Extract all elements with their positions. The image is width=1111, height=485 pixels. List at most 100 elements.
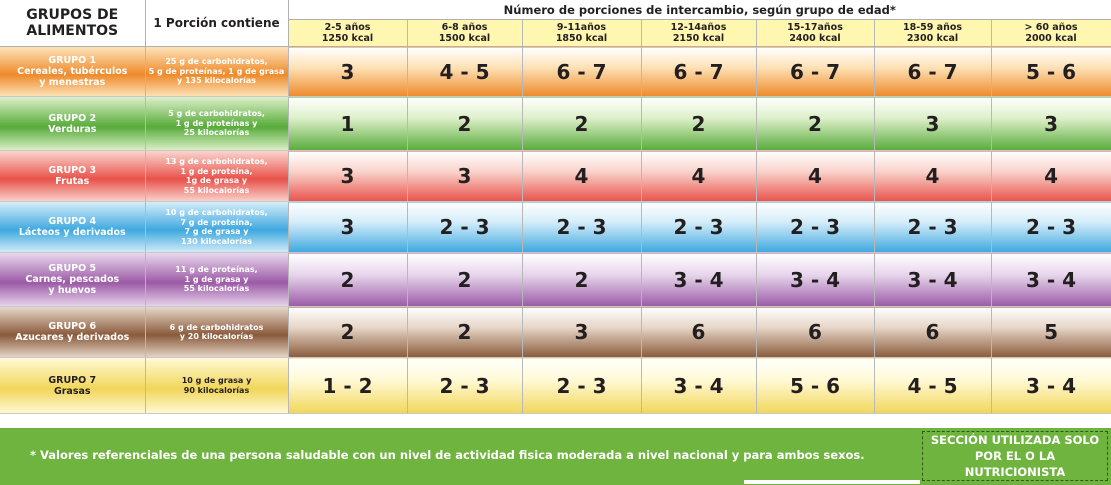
portion-cell: 25 g de carbohidratos, 5 g de proteínas, … [145, 46, 289, 97]
group-row: GRUPO 6 Azucares y derivados 6 g de carboh… [0, 306, 1111, 358]
servings-cell: 2 [522, 96, 642, 151]
servings-cell: 3 - 4 [641, 252, 757, 307]
group-name-cell: GRUPO 6 Azucares y derivados [0, 306, 146, 358]
servings-cell: 6 [641, 306, 757, 358]
servings-cell: 1 - 2 [288, 357, 408, 414]
group-name-cell: GRUPO 1 Cereales, tubérculos y menestras [0, 46, 146, 97]
servings-cell: 2 [407, 252, 523, 307]
group-name-cell: GRUPO 4 Lácteos y derivados [0, 201, 146, 253]
age-kcal: 2300 kcal [906, 33, 959, 44]
portion-cell: 10 g de grasa y 90 kilocalorías [145, 357, 289, 414]
footnote: * Valores referenciales de una persona s… [30, 448, 865, 462]
group-name-line: Verduras [48, 123, 97, 135]
group-name-line: Lácteos y derivados [18, 227, 126, 238]
portion-line: 1 g de proteínas y [175, 118, 258, 128]
age-header-cell: 9-11años 1850 kcal [522, 19, 642, 47]
portion-line: y 20 kilocalorías [179, 332, 254, 341]
servings-cell: 5 - 6 [991, 46, 1111, 97]
age-range: 6-8 años [441, 22, 488, 33]
servings-cell: 5 - 6 [756, 357, 875, 414]
group-name-line: Cereales, tubérculos [17, 66, 128, 77]
servings-cell: 2 - 3 [407, 357, 523, 414]
group-name-line: Carnes, pescados [25, 274, 120, 285]
group-name-cell: GRUPO 5 Carnes, pescados y huevos [0, 252, 146, 307]
portion-line: 1 g de grasa y [184, 274, 249, 284]
servings-cell: 2 [756, 96, 875, 151]
servings-cell: 4 [991, 150, 1111, 202]
servings-cell: 6 - 7 [756, 46, 875, 97]
group-title: GRUPO 1 [48, 55, 97, 66]
group-row: GRUPO 3 Frutas 13 g de carbohidratos, 1 g d… [0, 150, 1111, 202]
servings-cell: 3 - 4 [641, 357, 757, 414]
portion-cell: 13 g de carbohidratos, 1 g de proteína, 1g… [145, 150, 289, 202]
servings-cell: 3 [288, 46, 408, 97]
group-row: GRUPO 7 Grasas 10 g de grasa y 90 kilocalor… [0, 357, 1111, 414]
age-range: 12-14años [670, 22, 727, 33]
group-name-line: y menestras [39, 77, 106, 88]
age-range: > 60 años [1024, 22, 1078, 33]
servings-cell: 6 [874, 306, 992, 358]
groups-header: GRUPOS DE ALIMENTOS [0, 0, 146, 47]
servings-cell: 1 [288, 96, 408, 151]
servings-cell: 6 - 7 [522, 46, 642, 97]
groups-header-line2: ALIMENTOS [26, 23, 119, 39]
nutritionist-line1: SECCIÓN UTILIZADA SOLO [930, 433, 1100, 447]
group-title: GRUPO 7 [48, 374, 97, 386]
portion-line: 11 g de proteínas, [175, 265, 258, 275]
footer-bar [0, 428, 1111, 485]
age-header-cell: 6-8 años 1500 kcal [407, 19, 523, 47]
servings-cell: 4 - 5 [874, 357, 992, 414]
age-kcal: 2400 kcal [789, 33, 841, 44]
portion-cell: 6 g de carbohidratos y 20 kilocalorías [145, 306, 289, 358]
portion-line: 55 kilocalorías [183, 185, 250, 195]
servings-table: GRUPOS DE ALIMENTOS 1 Porción contiene N… [0, 0, 1111, 414]
age-header-cell: > 60 años 2000 kcal [991, 19, 1111, 47]
age-range: 18-59 años [902, 22, 963, 33]
servings-cell: 2 - 3 [874, 201, 992, 253]
portion-cell: 11 g de proteínas, 1 g de grasa y 55 kiloc… [145, 252, 289, 307]
footer-strip [744, 480, 920, 484]
group-title: GRUPO 4 [48, 216, 97, 227]
group-name-line: Grasas [53, 385, 91, 397]
servings-cell: 2 - 3 [407, 201, 523, 253]
portion-line: 5 g de carbohidratos, [168, 109, 265, 119]
servings-cell: 3 - 4 [874, 252, 992, 307]
servings-cell: 3 [874, 96, 992, 151]
group-name-cell: GRUPO 2 Verduras [0, 96, 146, 151]
servings-cell: 2 - 3 [756, 201, 875, 253]
servings-cell: 4 [756, 150, 875, 202]
servings-cell: 4 [641, 150, 757, 202]
servings-cell: 2 [407, 306, 523, 358]
servings-cell: 2 - 3 [522, 357, 642, 414]
portion-line: 1 g de proteína, [180, 166, 253, 176]
group-row: GRUPO 2 Verduras 5 g de carbohidratos, 1 g … [0, 96, 1111, 151]
portion-line: 5 g de proteínas, 1 g de grasa [148, 66, 285, 76]
age-kcal: 2000 kcal [1025, 33, 1077, 44]
portion-line: 10 g de carbohidratos, [165, 208, 268, 217]
servings-cell: 6 [756, 306, 875, 358]
servings-cell: 5 [991, 306, 1111, 358]
servings-cell: 3 [288, 201, 408, 253]
portion-line: 6 g de carbohidratos [169, 322, 264, 332]
portion-header: 1 Porción contiene [145, 0, 289, 47]
age-kcal: 1250 kcal [321, 33, 374, 44]
groups-header-line1: GRUPOS DE [26, 7, 119, 23]
servings-cell: 4 [522, 150, 642, 202]
age-range: 2-5 años [324, 22, 371, 33]
servings-cell: 6 - 7 [641, 46, 757, 97]
servings-cell: 2 - 3 [641, 201, 757, 253]
table-body: GRUPO 1 Cereales, tubérculos y menestras 25… [0, 46, 1111, 414]
portion-line: 7 g de grasa y [184, 227, 249, 236]
servings-cell: 2 [407, 96, 523, 151]
portion-line: 55 kilocalorías [183, 284, 250, 294]
nutritionist-line2: POR EL O LA NUTRICIONISTA [964, 449, 1066, 479]
group-row: GRUPO 5 Carnes, pescados y huevos 11 g de p… [0, 252, 1111, 307]
group-name-line: Frutas [55, 176, 90, 187]
portion-line: 10 g de grasa y [181, 376, 252, 385]
group-name-cell: GRUPO 7 Grasas [0, 357, 146, 414]
group-name-line: y huevos [48, 285, 97, 296]
servings-cell: 2 - 3 [522, 201, 642, 253]
servings-header: Número de porciones de intercambio, segú… [288, 0, 1111, 20]
portion-line: 25 g de carbohidratos, [165, 57, 268, 67]
servings-cell: 2 [288, 306, 408, 358]
